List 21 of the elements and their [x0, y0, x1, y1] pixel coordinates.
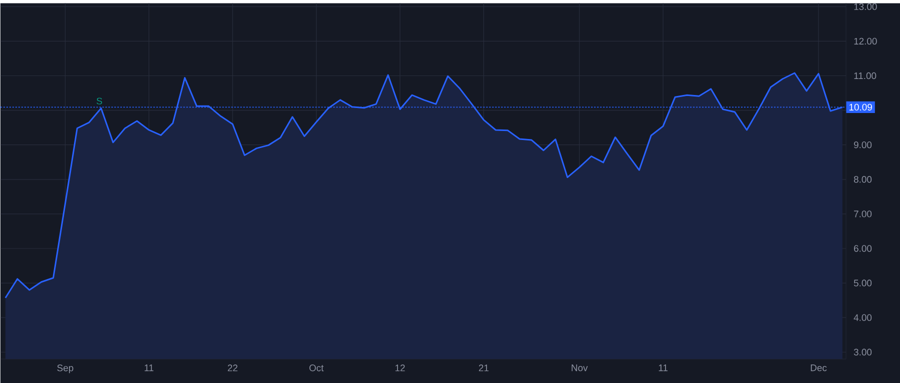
x-tick-label: 22	[228, 364, 238, 372]
x-tick-label: Sep	[57, 364, 74, 374]
y-tick-label: 5.00	[854, 280, 872, 286]
y-tick-label: 3.00	[854, 348, 872, 356]
ref-line-label: 10.09	[849, 104, 872, 111]
y-tick-label: 7.00	[854, 210, 872, 218]
x-tick-label: Nov	[572, 364, 588, 372]
y-tick-label: 13.00	[854, 3, 877, 10]
annotation: S	[96, 98, 102, 104]
x-tick-label: Oct	[309, 364, 324, 372]
y-tick-label: 6.00	[854, 245, 872, 252]
x-tick-label: 11	[144, 364, 154, 372]
y-tick-label: 12.00	[854, 38, 877, 45]
y-tick-label: 9.00	[854, 141, 872, 148]
y-tick-label: 4.00	[854, 314, 872, 321]
x-tick-label: 11	[658, 364, 668, 372]
x-tick-label: 12	[395, 364, 405, 372]
y-tick-label: 8.00	[854, 176, 872, 183]
x-tick-label: 21	[478, 364, 489, 372]
y-tick-label: 11.00	[854, 72, 876, 80]
x-tick-label: Dec	[810, 364, 827, 372]
